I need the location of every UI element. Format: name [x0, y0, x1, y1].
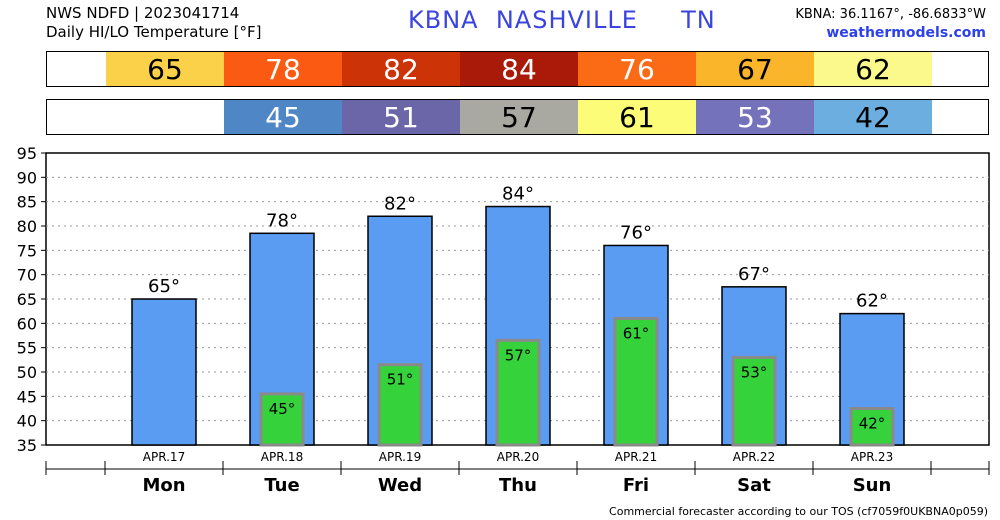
lo-bar-label: 53°: [741, 363, 768, 381]
hi-bar-label: 78°: [266, 210, 298, 231]
hi-bar-label: 84°: [502, 184, 534, 205]
day-label: Mon: [142, 475, 185, 496]
lo-bar: [731, 355, 777, 447]
lo-bar-label: 57°: [505, 346, 532, 364]
date-label: APR.21: [615, 450, 657, 464]
hi-bar-label: 82°: [384, 193, 416, 214]
footer-note: Commercial forecaster according to our T…: [609, 505, 988, 518]
lo-strip-cell: 51: [342, 100, 460, 134]
y-tick-label: 45: [17, 387, 37, 406]
station-title: KBNA NASHVILLE TN: [408, 6, 716, 34]
lo-strip-cell: 57: [460, 100, 578, 134]
lo-temp-strip: 45 51 57 61 53 42: [46, 99, 989, 135]
y-tick-label: 95: [17, 144, 37, 163]
station-state: TN: [681, 6, 716, 34]
hi-strip-cell: 62: [814, 52, 932, 86]
lo-bar-label: 42°: [859, 415, 886, 433]
y-tick-label: 85: [17, 193, 37, 212]
lo-bar: [849, 407, 895, 447]
y-tick-label: 90: [17, 168, 37, 187]
lo-bar: [613, 316, 659, 447]
day-label: Fri: [623, 475, 649, 496]
date-label: APR.22: [733, 450, 775, 464]
hi-bar: [131, 298, 197, 446]
y-tick-label: 55: [17, 339, 37, 358]
product-subtitle: Daily HI/LO Temperature [°F]: [46, 23, 262, 41]
day-label: Sat: [737, 475, 771, 496]
lo-strip-cell: 53: [696, 100, 814, 134]
lo-bar-label: 45°: [269, 400, 296, 418]
hi-strip-cell: 84: [460, 52, 578, 86]
hi-strip-cell: 78: [224, 52, 342, 86]
product-title: NWS NDFD | 2023041714: [46, 4, 240, 22]
date-label: APR.19: [379, 450, 421, 464]
hi-strip-cell: 76: [578, 52, 696, 86]
day-label: Tue: [264, 475, 299, 496]
header-right: KBNA: 36.1167°, -86.6833°W weathermodels…: [795, 5, 986, 43]
date-label: APR.20: [497, 450, 539, 464]
y-tick-label: 65: [17, 290, 37, 309]
day-label: Wed: [378, 475, 422, 496]
y-tick-label: 60: [17, 314, 37, 333]
lo-strip-cell: 45: [224, 100, 342, 134]
day-label: Thu: [499, 475, 537, 496]
header-left: NWS NDFD | 2023041714 Daily HI/LO Temper…: [46, 4, 262, 42]
date-label: APR.17: [143, 450, 185, 464]
site-link[interactable]: weathermodels.com: [826, 25, 986, 41]
lo-bar: [377, 363, 423, 447]
lo-strip-cell: 61: [578, 100, 696, 134]
date-label: APR.23: [851, 450, 893, 464]
y-tick-label: 75: [17, 241, 37, 260]
hi-bar-label: 67°: [738, 264, 770, 285]
y-tick-label: 50: [17, 363, 37, 382]
hi-bar-label: 65°: [148, 276, 180, 297]
lo-bar: [259, 392, 305, 447]
station-code: KBNA: [408, 6, 479, 34]
hi-strip-cell: 67: [696, 52, 814, 86]
lo-bar: [495, 338, 541, 447]
lo-strip-cell: 42: [814, 100, 932, 134]
y-tick-label: 40: [17, 412, 37, 431]
lo-bar-label: 61°: [623, 324, 650, 342]
hi-strip-cell: 82: [342, 52, 460, 86]
y-tick-label: 70: [17, 266, 37, 285]
date-label: APR.18: [261, 450, 303, 464]
lo-bar-label: 51°: [387, 371, 414, 389]
station-city: NASHVILLE: [495, 6, 638, 34]
hi-strip-cell: 65: [106, 52, 224, 86]
hi-temp-strip: 65 78 82 84 76 67 62: [46, 51, 989, 87]
hi-bar-label: 76°: [620, 222, 652, 243]
y-tick-label: 35: [17, 436, 37, 455]
y-tick-label: 80: [17, 217, 37, 236]
day-label: Sun: [853, 475, 892, 496]
hi-bar-label: 62°: [856, 291, 888, 312]
station-coords: KBNA: 36.1167°, -86.6833°W: [795, 7, 986, 22]
